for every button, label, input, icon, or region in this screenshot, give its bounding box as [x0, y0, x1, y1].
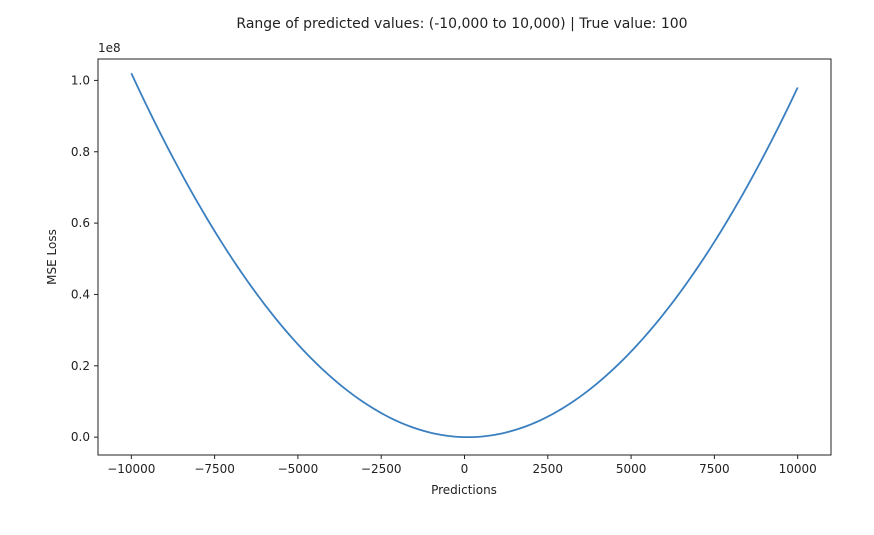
- y-tick-label: 0.0: [71, 430, 90, 444]
- plot-area: [97, 58, 832, 456]
- y-tick-label: 0.4: [71, 287, 90, 301]
- series-line-mse: [130, 72, 799, 439]
- y-tick-label: 1.0: [71, 73, 90, 87]
- x-tick-label: −10000: [107, 462, 155, 476]
- y-axis-offset-label: 1e8: [98, 41, 121, 55]
- x-axis-ticks: −10000 −7500 −5000 −2500 0 2500 5000 7500 10000: [107, 455, 817, 476]
- x-tick-label: 0: [461, 462, 469, 476]
- y-axis-ticks: 0.0 0.2 0.4 0.6 0.8 1.0: [71, 73, 98, 444]
- y-axis-label: MSE Loss: [45, 229, 59, 285]
- y-tick-label: 0.2: [71, 359, 90, 373]
- y-tick-label: 0.8: [71, 145, 90, 159]
- x-axis-label: Predictions: [431, 483, 497, 497]
- x-tick-label: 10000: [779, 462, 817, 476]
- x-tick-label: −5000: [278, 462, 319, 476]
- x-tick-label: 7500: [699, 462, 730, 476]
- x-tick-label: 2500: [533, 462, 564, 476]
- chart-title: Range of predicted values: (-10,000 to 1…: [236, 16, 687, 32]
- x-tick-label: 5000: [616, 462, 647, 476]
- y-tick-label: 0.6: [71, 216, 90, 230]
- x-tick-label: −2500: [361, 462, 402, 476]
- x-tick-label: −7500: [194, 462, 235, 476]
